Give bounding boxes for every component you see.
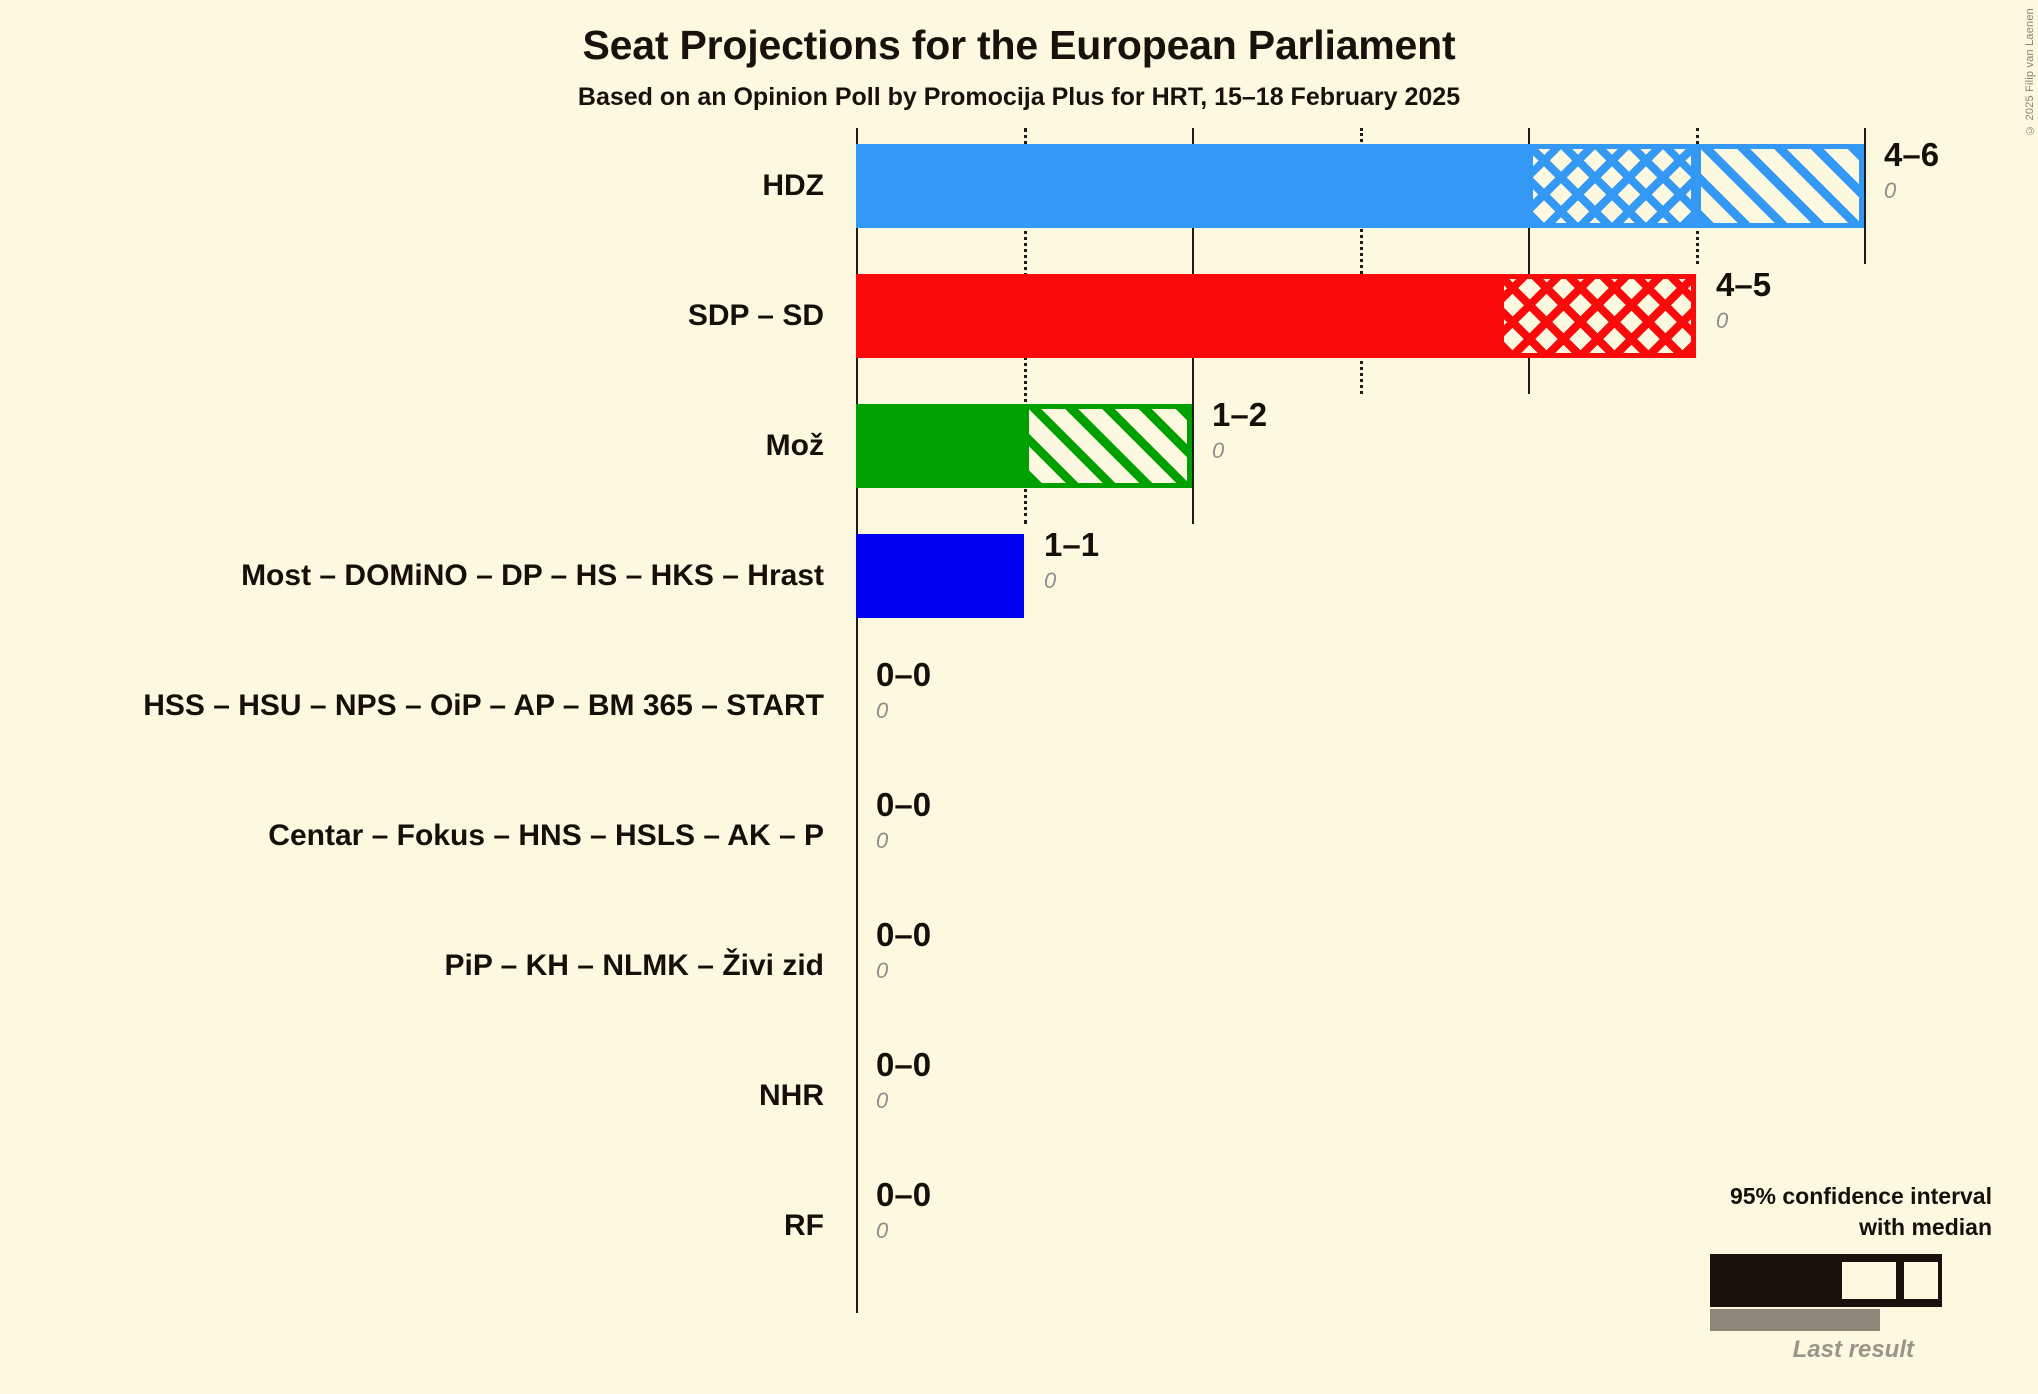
bar-value-block: 4–5 0 [1716, 264, 1771, 336]
party-label-2: SDP – SD [687, 299, 824, 332]
bar-range-label: 1–1 [1044, 526, 1100, 563]
bar-value-block: 0–0 0 [876, 1174, 931, 1246]
bar-segment-hatch [1024, 404, 1192, 488]
bar-last-result-label: 0 [876, 958, 889, 983]
bar-last-result-label: 0 [876, 828, 889, 853]
bar-mož [856, 404, 1192, 488]
bar-range-label: 0–0 [876, 786, 932, 823]
party-label-3: Mož [765, 429, 824, 462]
bar-range-label: 0–0 [876, 1046, 932, 1083]
chart-plot-area: HDZ 4–6 0 SDP – SD 4–5 0 Mož 1–2 0 Most – DOMiNO … [0, 128, 2038, 1394]
bar-value-block: 1–2 0 [1212, 394, 1267, 466]
bar-row: Most – DOMiNO – DP – HS – HKS – Hrast 1–1… [0, 518, 2038, 634]
bar-last-result-label: 0 [876, 698, 889, 723]
chart-legend: 95% confidence interval with median Last… [1662, 1181, 1992, 1364]
bar-value-block: 1–1 0 [1044, 524, 1099, 596]
bar-last-result-label: 0 [1884, 178, 1897, 203]
bar-segment-solid [856, 404, 1024, 488]
bar-last-result-label: 0 [1044, 568, 1057, 593]
bar-value-block: 4–6 0 [1884, 134, 1939, 206]
bar-range-label: 0–0 [876, 1176, 932, 1213]
page-title: Seat Projections for the European Parlia… [582, 22, 1456, 68]
party-label-8: NHR [759, 1079, 824, 1112]
legend-title: 95% confidence interval with median [1662, 1181, 1992, 1243]
gridline-6 [1864, 128, 1866, 264]
axis-line-zero [856, 128, 858, 1313]
bar-segment-crosshatch [1528, 144, 1696, 228]
bar-range-label: 1–2 [1212, 396, 1268, 433]
chart-subtitle: Based on an Opinion Poll by Promocija Pl… [577, 83, 1461, 111]
party-label-4: Most – DOMiNO – DP – HS – HKS – Hrast [241, 559, 824, 592]
bar-range-label: 4–5 [1716, 266, 1772, 303]
bar-sdp [856, 274, 1696, 358]
bar-most [856, 534, 1024, 618]
legend-title-line2: with median [1859, 1214, 1992, 1240]
party-label-1: HDZ [762, 169, 824, 202]
bar-range-label: 4–6 [1884, 136, 1940, 173]
bar-last-result-label: 0 [1212, 438, 1225, 463]
legend-title-line1: 95% confidence interval [1729, 1183, 1992, 1209]
bar-segment-hatch [1696, 144, 1864, 228]
party-label-5: HSS – HSU – NPS – OiP – AP – BM 365 – ST… [143, 689, 824, 722]
gridline-4 [1528, 128, 1530, 394]
party-label-7: PiP – KH – NLMK – Živi zid [444, 949, 824, 982]
bar-row: PiP – KH – NLMK – Živi zid 0–0 0 [0, 908, 2038, 1024]
bar-last-result-label: 0 [876, 1218, 889, 1243]
bar-row: Mož 1–2 0 [0, 388, 2038, 504]
bar-row: SDP – SD 4–5 0 [0, 258, 2038, 374]
bar-range-label: 0–0 [876, 916, 932, 953]
bar-row: NHR 0–0 0 [0, 1038, 2038, 1154]
bar-range-label: 0–0 [876, 656, 932, 693]
legend-swatch-ci [1710, 1254, 1942, 1307]
bar-segment-solid [856, 534, 1024, 618]
bar-segment-crosshatch [1499, 274, 1696, 358]
bar-last-result-label: 0 [876, 1088, 889, 1113]
bar-hdz [856, 144, 1864, 228]
bar-row: HSS – HSU – NPS – OiP – AP – BM 365 – ST… [0, 648, 2038, 764]
bar-row: Centar – Fokus – HNS – HSLS – AK – P 0–0 0 [0, 778, 2038, 894]
gridline-3 [1360, 128, 1363, 394]
legend-swatch-hatch [1900, 1258, 1942, 1303]
bar-value-block: 0–0 0 [876, 784, 931, 856]
bar-value-block: 0–0 0 [876, 914, 931, 986]
copyright-notice: © 2025 Filip van Laenen [2024, 8, 2036, 136]
bar-value-block: 0–0 0 [876, 1044, 931, 1116]
legend-swatch-last-result [1710, 1309, 1880, 1331]
party-label-6: Centar – Fokus – HNS – HSLS – AK – P [268, 819, 824, 852]
bar-value-block: 0–0 0 [876, 654, 931, 726]
bar-last-result-label: 0 [1716, 308, 1729, 333]
legend-last-result-label: Last result [1792, 1336, 1914, 1363]
party-label-9: RF [784, 1209, 824, 1242]
bar-segment-solid [856, 274, 1500, 358]
bar-row: HDZ 4–6 0 [0, 128, 2038, 244]
bar-row: RF 0–0 0 [0, 1168, 2038, 1284]
legend-swatch-cross [1838, 1258, 1900, 1303]
bar-segment-solid [856, 144, 1528, 228]
